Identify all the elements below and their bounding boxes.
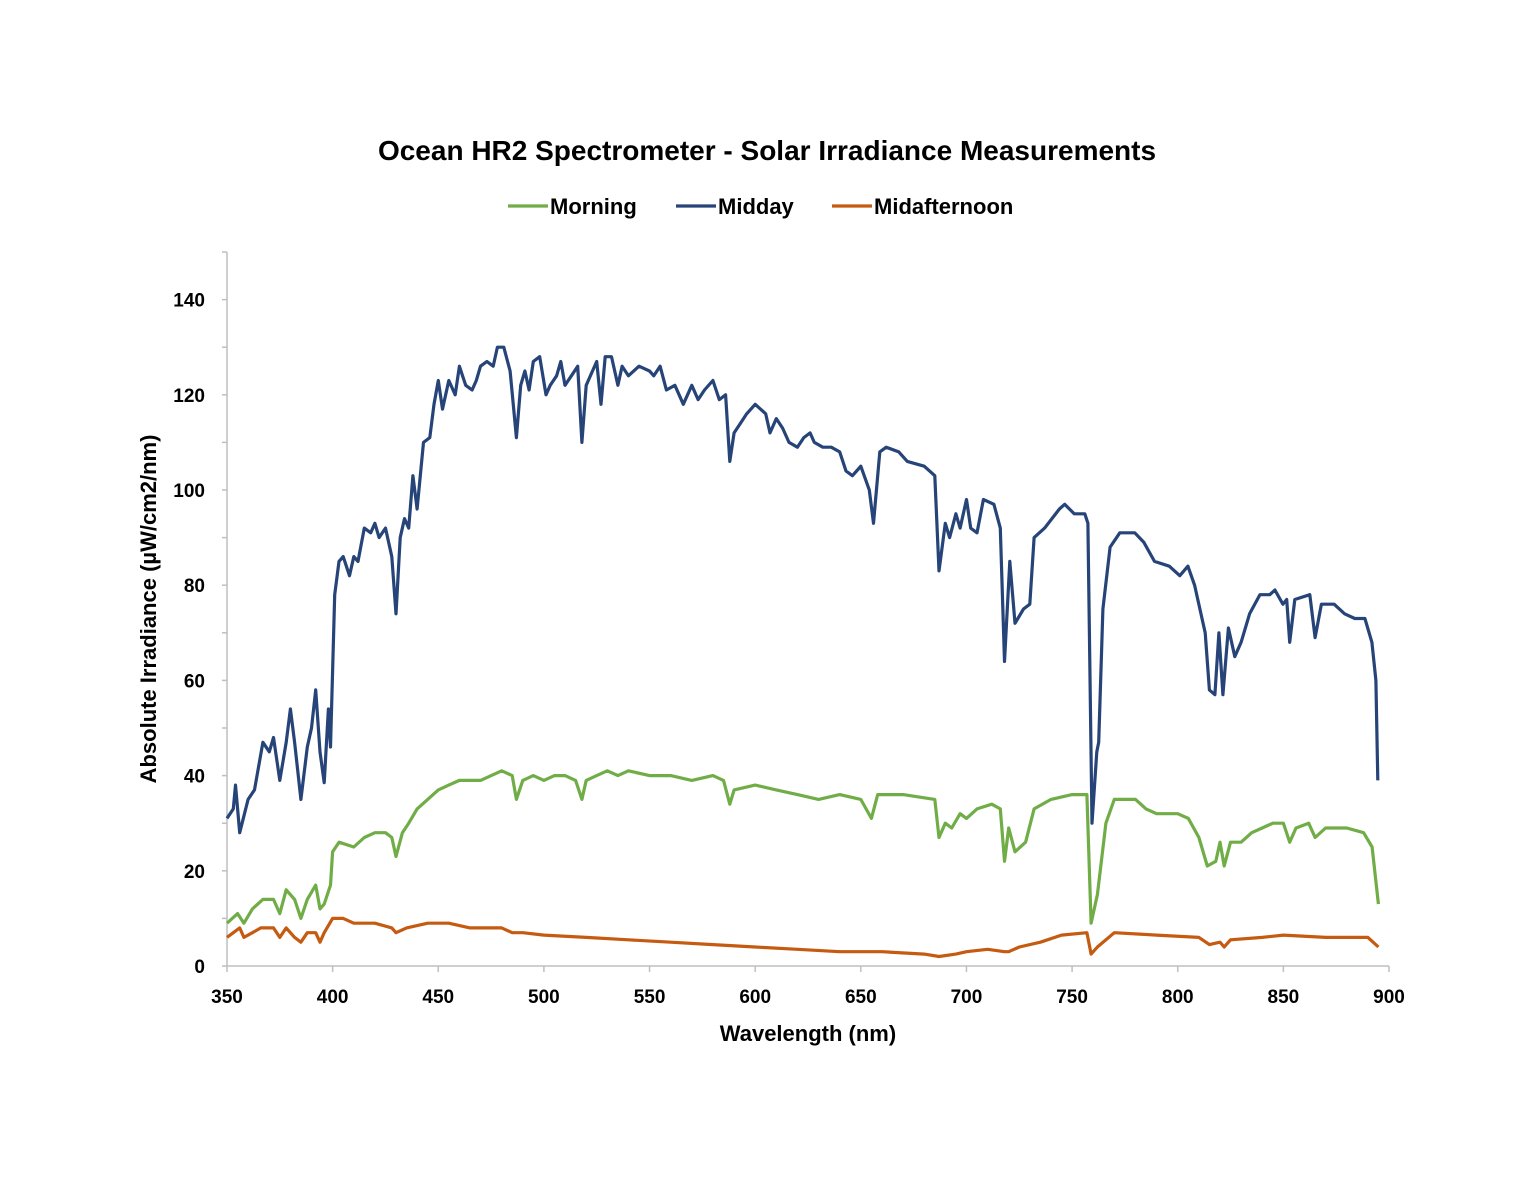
series-line-midafternoon	[226, 916, 1380, 959]
x-tick-label: 800	[1162, 987, 1194, 1008]
x-tick-label: 550	[634, 987, 666, 1008]
axes: 0 20 40 60 80 100 120 140 350 400 450 500 550 600 650 7…	[173, 251, 1405, 1008]
x-tick-label: 350	[211, 987, 243, 1008]
y-tick-label: 60	[184, 671, 205, 692]
legend: Morning Midday Midafternoon	[508, 194, 1013, 219]
series-group	[225, 345, 1380, 959]
legend-label-midday: Midday	[718, 194, 795, 219]
y-tick-label: 120	[173, 386, 205, 407]
series-line-morning	[225, 769, 1380, 925]
chart-title: Ocean HR2 Spectrometer - Solar Irradianc…	[378, 135, 1156, 166]
x-axis-label: Wavelength (nm)	[720, 1021, 896, 1046]
x-tick-label: 650	[845, 987, 877, 1008]
series-line-midday	[225, 345, 1380, 835]
y-tick-label: 40	[184, 767, 205, 788]
x-tick-label: 400	[317, 987, 349, 1008]
x-tick-label: 850	[1268, 987, 1300, 1008]
y-axis-label: Absolute Irradiance (µW/cm2/nm)	[136, 435, 161, 784]
y-tick-label: 140	[173, 291, 205, 312]
x-tick-label: 900	[1373, 987, 1405, 1008]
y-tick-label: 100	[173, 481, 205, 502]
x-tick-label: 600	[739, 987, 771, 1008]
y-tick-label: 0	[194, 957, 205, 978]
x-tick-label: 450	[422, 987, 454, 1008]
x-tick-label: 700	[951, 987, 983, 1008]
legend-label-morning: Morning	[550, 194, 637, 219]
x-tick-label: 500	[528, 987, 560, 1008]
legend-label-midafternoon: Midafternoon	[874, 194, 1013, 219]
y-tick-label: 20	[184, 862, 205, 883]
x-tick-label: 750	[1056, 987, 1088, 1008]
y-tick-label: 80	[184, 576, 205, 597]
